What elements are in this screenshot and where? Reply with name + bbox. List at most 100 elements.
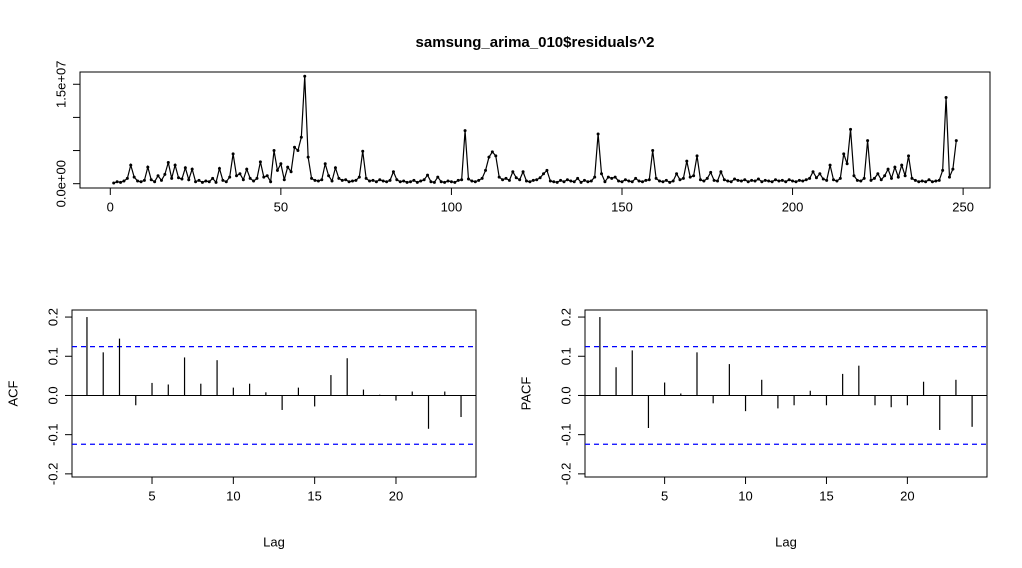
- point: [173, 163, 177, 167]
- point: [678, 178, 682, 182]
- point: [136, 179, 140, 183]
- point: [739, 179, 743, 183]
- point: [272, 149, 276, 153]
- point: [142, 178, 146, 182]
- point: [364, 176, 368, 180]
- point: [941, 168, 945, 172]
- point: [582, 178, 586, 182]
- point: [490, 150, 494, 154]
- point: [228, 175, 232, 179]
- point: [248, 176, 252, 180]
- point: [893, 165, 897, 169]
- point: [112, 181, 116, 185]
- y-tick-label: -0.2: [558, 463, 573, 485]
- point: [794, 180, 798, 184]
- point: [477, 178, 481, 182]
- point: [750, 178, 754, 182]
- point: [842, 152, 846, 156]
- point: [709, 170, 713, 174]
- point: [658, 179, 662, 183]
- point: [395, 178, 399, 182]
- point: [545, 168, 549, 172]
- plot-frame: [79, 71, 991, 189]
- point: [449, 180, 453, 184]
- point: [954, 139, 958, 143]
- point: [381, 179, 385, 183]
- point: [852, 174, 856, 178]
- point: [763, 178, 767, 182]
- point: [282, 178, 286, 182]
- chart-title: samsung_arima_010$residuals^2: [416, 34, 655, 51]
- point: [480, 176, 484, 180]
- point: [845, 162, 849, 166]
- point: [320, 178, 324, 182]
- point: [644, 178, 648, 182]
- point: [930, 180, 934, 184]
- y-tick-label: 0.0: [45, 386, 60, 404]
- point: [402, 179, 406, 183]
- y-tick-label: 0.1: [45, 347, 60, 365]
- series-line: [113, 76, 957, 184]
- x-tick-label: 50: [274, 199, 288, 214]
- point: [555, 180, 559, 184]
- point: [521, 170, 525, 174]
- point: [456, 178, 460, 182]
- point: [780, 178, 784, 182]
- point: [357, 175, 361, 179]
- point: [429, 180, 433, 184]
- point: [460, 178, 464, 182]
- point: [586, 180, 590, 184]
- point: [600, 172, 604, 176]
- point: [180, 177, 184, 181]
- point: [627, 179, 631, 183]
- y-tick-label: 1.5e+07: [53, 61, 68, 108]
- point: [463, 129, 467, 133]
- point: [876, 172, 880, 176]
- point: [439, 180, 443, 184]
- point: [797, 178, 801, 182]
- point: [791, 179, 795, 183]
- point: [661, 180, 665, 184]
- point: [913, 178, 917, 182]
- point: [446, 179, 450, 183]
- point: [821, 177, 825, 181]
- point: [313, 178, 317, 182]
- point: [296, 149, 300, 153]
- y-tick-label: -0.1: [558, 423, 573, 445]
- point: [753, 179, 757, 183]
- x-tick-label: 200: [782, 199, 804, 214]
- y-tick-label: 0.0e+00: [53, 160, 68, 207]
- point: [484, 168, 488, 172]
- point: [896, 175, 900, 179]
- point: [316, 179, 320, 183]
- point: [374, 180, 378, 184]
- point: [333, 166, 337, 170]
- point: [729, 180, 733, 184]
- point: [129, 163, 133, 167]
- y-tick-label: -0.1: [45, 423, 60, 445]
- y-tick-label: 0.1: [558, 347, 573, 365]
- point: [122, 179, 126, 183]
- point: [350, 179, 354, 183]
- point: [286, 165, 290, 169]
- point: [405, 180, 409, 184]
- point: [671, 179, 675, 183]
- x-tick-label: 10: [226, 488, 240, 503]
- point: [293, 145, 297, 149]
- point: [252, 179, 256, 183]
- x-tick-label: 20: [389, 488, 403, 503]
- point: [664, 178, 668, 182]
- point: [528, 180, 532, 184]
- point: [886, 167, 890, 171]
- point: [388, 178, 392, 182]
- point: [559, 178, 563, 182]
- point: [814, 176, 818, 180]
- point: [838, 176, 842, 180]
- point: [514, 176, 518, 180]
- point: [719, 170, 723, 174]
- point: [200, 180, 204, 184]
- point: [241, 178, 245, 182]
- point: [705, 176, 709, 180]
- point: [808, 176, 812, 180]
